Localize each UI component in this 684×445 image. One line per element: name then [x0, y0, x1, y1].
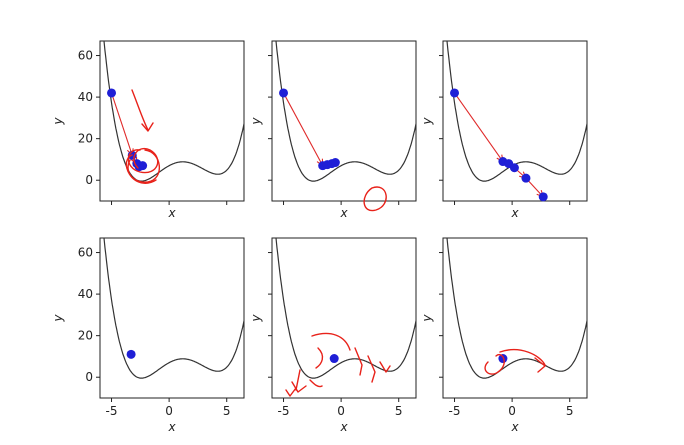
handwritten-annotation — [309, 379, 323, 388]
subplot-r2c2: -5 0 5 x y — [249, 237, 417, 434]
subplot-r2c3: -5 0 5 x y — [420, 237, 588, 434]
y-axis-label: y — [249, 117, 263, 126]
handwritten-annotation — [367, 355, 376, 383]
axes-frame — [442, 237, 588, 399]
iterate-point — [538, 192, 548, 202]
handwritten-annotation — [354, 347, 363, 376]
x-tick-label: 5 — [566, 404, 574, 418]
loss-curve — [275, 238, 416, 379]
axes-frame — [271, 237, 417, 399]
subplot-r1c3: xy — [420, 40, 588, 220]
step-arrow-line — [110, 92, 133, 156]
handwritten-annotation — [484, 353, 505, 375]
x-axis-label: x — [167, 206, 176, 220]
step-arrow-line — [454, 92, 504, 162]
y-tick-label: 40 — [78, 90, 93, 104]
y-tick-label: 40 — [78, 287, 93, 301]
x-tick-label: 0 — [337, 404, 345, 418]
x-axis-label: x — [510, 206, 519, 220]
handwritten-annotation — [311, 332, 351, 351]
handwritten-annotation — [363, 186, 387, 212]
handwritten-annotation — [315, 347, 324, 369]
iterate-point — [134, 162, 144, 172]
x-tick-label: -5 — [106, 404, 118, 418]
subplot-r1c1: 0 20 40 60 x y — [51, 40, 245, 220]
y-tick-label: 20 — [78, 132, 93, 146]
loss-curve — [103, 41, 244, 182]
handwritten-annotation — [127, 159, 157, 184]
y-tick-label: 60 — [78, 246, 93, 260]
y-tick-label: 60 — [78, 49, 93, 63]
x-tick-label: -5 — [278, 404, 290, 418]
iterate-point — [107, 88, 117, 98]
iterate-point — [329, 354, 339, 364]
y-tick-label: 0 — [85, 173, 93, 187]
y-axis-label: y — [51, 117, 65, 126]
x-axis-label: x — [339, 420, 348, 434]
x-tick-label: 5 — [223, 404, 231, 418]
handwritten-annotation — [534, 357, 546, 373]
y-tick-label: 0 — [85, 370, 93, 384]
x-axis-label: x — [339, 206, 348, 220]
y-axis-label: y — [420, 117, 434, 126]
loss-curve — [275, 41, 416, 182]
axes-frame — [99, 40, 245, 202]
x-tick-label: -5 — [449, 404, 461, 418]
step-arrow-line — [283, 92, 324, 166]
loss-curve — [446, 238, 587, 379]
iterate-point — [330, 158, 340, 168]
iterate-point — [450, 88, 460, 98]
y-axis-label: y — [420, 314, 434, 323]
loss-curve — [446, 41, 587, 182]
axes-frame — [442, 40, 588, 202]
axes-frame — [99, 237, 245, 399]
x-tick-label: 0 — [508, 404, 516, 418]
loss-curve — [103, 238, 244, 379]
y-axis-label: y — [249, 314, 263, 323]
handwritten-annotation — [379, 361, 391, 373]
handwritten-annotation — [131, 89, 149, 131]
handwritten-annotation — [285, 387, 297, 397]
y-axis-label: y — [51, 314, 65, 323]
handwritten-annotation — [141, 122, 154, 132]
x-axis-label: x — [167, 420, 176, 434]
handwritten-annotation — [125, 149, 160, 183]
x-tick-label: 5 — [395, 404, 403, 418]
handwritten-annotation — [291, 369, 307, 393]
iterate-point — [521, 173, 531, 183]
subplot-r1c2: xy — [249, 40, 417, 220]
subplot-r2c1: -5 0 5 0 20 40 60 x y — [51, 237, 245, 434]
axes-frame — [271, 40, 417, 202]
iterate-point — [509, 163, 519, 173]
iterate-point — [498, 354, 508, 364]
y-tick-label: 20 — [78, 329, 93, 343]
iterate-point — [279, 88, 289, 98]
x-axis-label: x — [510, 420, 519, 434]
handwritten-annotation — [499, 348, 546, 366]
x-tick-label: 0 — [165, 404, 173, 418]
iterate-point — [126, 349, 136, 359]
